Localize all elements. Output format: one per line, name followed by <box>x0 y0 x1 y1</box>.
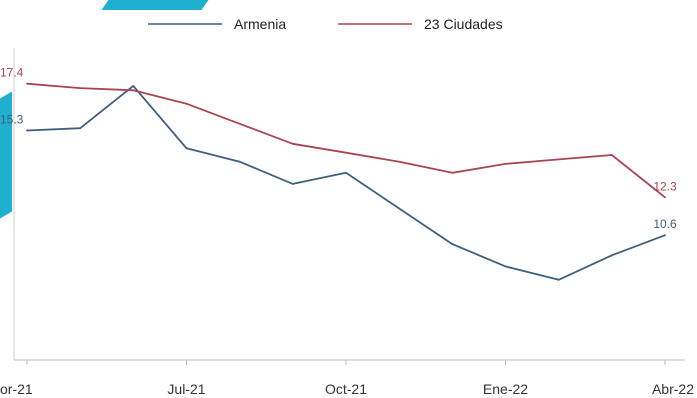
x-axis-ticks: or-21 Jul-21 Oct-21 Ene-22 Abr-22 <box>0 360 694 397</box>
data-label-armenia-last: 10.6 <box>653 217 677 231</box>
data-point-armenia-nov-21 <box>398 207 401 210</box>
data-point-armenia-jun-21 <box>132 84 135 87</box>
x-tick-label-oct-21: Oct-21 <box>325 381 367 397</box>
data-point-23-ciudades-mar-22 <box>610 154 613 156</box>
data-point-23-ciudades-jul-21 <box>185 102 188 105</box>
x-tick-label-abr-21: or-21 <box>0 381 33 397</box>
x-tick-label-ene-22: Ene-22 <box>483 381 528 397</box>
data-point-23-ciudades-ene-22 <box>504 162 507 165</box>
data-point-23-ciudades-feb-22 <box>557 158 560 161</box>
legend-label-armenia: Armenia <box>234 16 286 32</box>
data-point-armenia-dic-21 <box>451 243 454 246</box>
data-point-armenia-abr-21 <box>26 129 28 132</box>
data-point-armenia-may-21 <box>79 127 82 130</box>
x-tick-label-jul-21: Jul-21 <box>167 381 205 397</box>
data-point-23-ciudades-sep-21 <box>291 142 294 145</box>
data-point-armenia-feb-22 <box>557 278 560 281</box>
data-point-23-ciudades-oct-21 <box>345 151 347 154</box>
legend-label-23-ciudades: 23 Ciudades <box>424 16 503 32</box>
data-point-armenia-oct-21 <box>345 171 347 174</box>
data-point-23-ciudades-nov-21 <box>398 160 401 163</box>
data-label-23-ciudades-first: 17.4 <box>0 66 24 80</box>
data-point-armenia-ago-21 <box>238 160 241 163</box>
data-point-23-ciudades-dic-21 <box>451 171 454 174</box>
data-point-23-ciudades-abr-22 <box>664 196 666 199</box>
data-point-armenia-abr-22 <box>664 234 666 237</box>
data-point-armenia-ene-22 <box>504 265 507 268</box>
data-label-armenia-first: 15.3 <box>0 112 24 126</box>
data-point-armenia-jul-21 <box>185 147 188 150</box>
series-line-23-ciudades <box>26 82 666 199</box>
data-point-23-ciudades-abr-21 <box>26 82 28 85</box>
data-point-23-ciudades-ago-21 <box>238 122 241 125</box>
data-labels: 15.3 10.6 17.4 12.3 <box>0 66 677 232</box>
series-line-armenia <box>26 85 666 281</box>
data-point-armenia-sep-21 <box>291 183 294 185</box>
x-tick-label-abr-22: Abr-22 <box>652 381 694 397</box>
data-point-armenia-mar-22 <box>610 254 613 257</box>
data-point-23-ciudades-may-21 <box>79 87 82 90</box>
data-point-23-ciudades-jun-21 <box>132 89 135 92</box>
data-label-23-ciudades-last: 12.3 <box>653 179 677 193</box>
legend: Armenia 23 Ciudades <box>148 16 503 32</box>
series-lines <box>26 82 666 281</box>
